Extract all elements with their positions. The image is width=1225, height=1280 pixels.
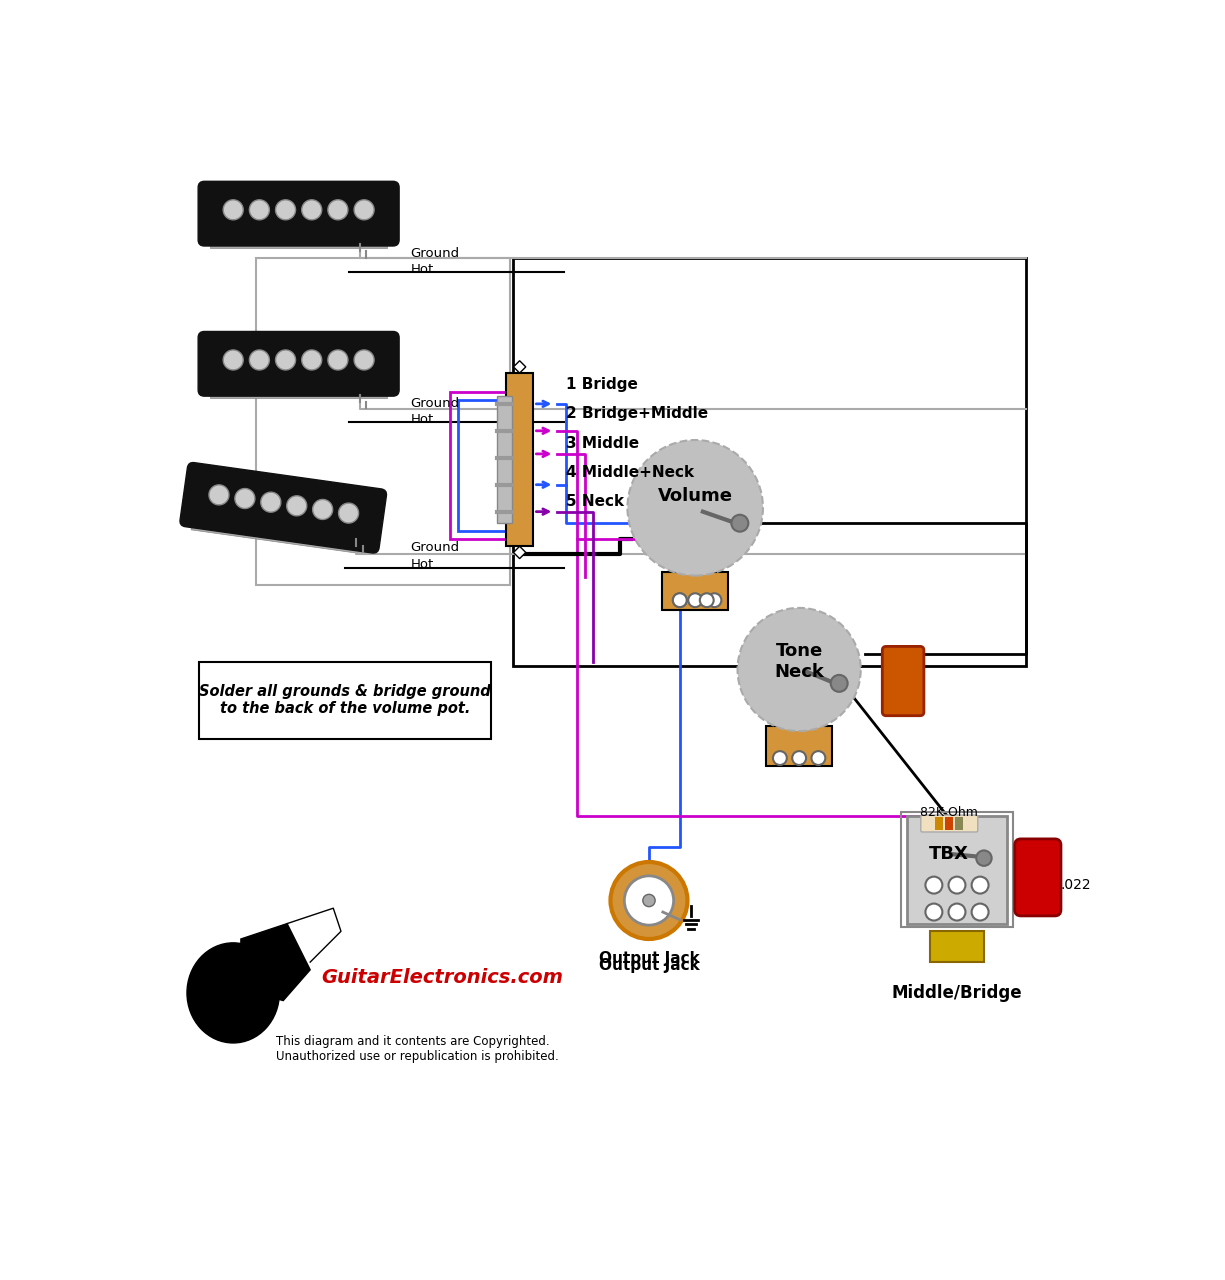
Text: Hot: Hot bbox=[410, 412, 434, 426]
Circle shape bbox=[276, 200, 295, 220]
Polygon shape bbox=[241, 924, 310, 1001]
Circle shape bbox=[301, 349, 322, 370]
Text: This diagram and it contents are Copyrighted.
Unauthorized use or republication : This diagram and it contents are Copyrig… bbox=[276, 1036, 559, 1064]
Circle shape bbox=[773, 751, 786, 765]
FancyBboxPatch shape bbox=[198, 662, 491, 739]
Circle shape bbox=[971, 904, 989, 920]
Circle shape bbox=[250, 200, 270, 220]
Circle shape bbox=[793, 751, 806, 765]
Text: Middle/Bridge: Middle/Bridge bbox=[892, 984, 1023, 1002]
Circle shape bbox=[688, 593, 702, 607]
Bar bbox=[496, 396, 512, 524]
Circle shape bbox=[673, 593, 687, 607]
Bar bbox=[766, 726, 832, 765]
Text: Ground: Ground bbox=[410, 247, 459, 260]
Bar bbox=[956, 817, 963, 831]
Circle shape bbox=[610, 861, 687, 940]
Circle shape bbox=[328, 200, 348, 220]
Text: Volume: Volume bbox=[658, 488, 733, 506]
Bar bbox=[906, 815, 1007, 924]
Circle shape bbox=[731, 515, 748, 531]
Circle shape bbox=[625, 876, 674, 925]
Bar bbox=[191, 518, 368, 554]
Circle shape bbox=[354, 349, 374, 370]
Text: .022: .022 bbox=[1061, 878, 1091, 892]
Circle shape bbox=[708, 593, 722, 607]
Circle shape bbox=[223, 349, 244, 370]
Circle shape bbox=[287, 495, 306, 516]
Circle shape bbox=[250, 349, 270, 370]
Bar bbox=[513, 259, 1027, 666]
Bar bbox=[211, 237, 387, 248]
Text: Output Jack: Output Jack bbox=[599, 959, 699, 973]
Bar bbox=[256, 259, 511, 585]
Circle shape bbox=[737, 608, 861, 731]
FancyBboxPatch shape bbox=[882, 646, 924, 716]
Circle shape bbox=[354, 200, 374, 220]
Circle shape bbox=[811, 751, 826, 765]
Text: 82K Ohm: 82K Ohm bbox=[920, 806, 979, 819]
Ellipse shape bbox=[187, 943, 279, 1043]
Polygon shape bbox=[513, 547, 526, 558]
Text: 5 Neck: 5 Neck bbox=[566, 494, 624, 509]
Circle shape bbox=[831, 675, 848, 691]
Text: Ground: Ground bbox=[410, 397, 459, 411]
Circle shape bbox=[223, 200, 244, 220]
Circle shape bbox=[643, 895, 655, 906]
Bar bbox=[458, 399, 527, 531]
Circle shape bbox=[276, 349, 295, 370]
Text: 1 Bridge: 1 Bridge bbox=[566, 378, 638, 392]
Circle shape bbox=[338, 503, 359, 524]
Bar bbox=[930, 932, 984, 963]
Bar bbox=[211, 387, 387, 398]
Circle shape bbox=[948, 877, 965, 893]
Circle shape bbox=[699, 593, 714, 607]
Bar bbox=[900, 812, 1013, 928]
FancyBboxPatch shape bbox=[1014, 838, 1061, 916]
Text: Hot: Hot bbox=[410, 262, 434, 275]
Circle shape bbox=[673, 593, 687, 607]
Bar bbox=[936, 817, 943, 831]
Circle shape bbox=[948, 904, 965, 920]
Text: Hot: Hot bbox=[410, 558, 434, 571]
Circle shape bbox=[261, 492, 281, 512]
Circle shape bbox=[976, 850, 992, 865]
Circle shape bbox=[971, 877, 989, 893]
Circle shape bbox=[301, 200, 322, 220]
Text: TBX: TBX bbox=[930, 845, 969, 863]
Text: GuitarElectronics.com: GuitarElectronics.com bbox=[322, 968, 564, 987]
Circle shape bbox=[235, 489, 255, 508]
Circle shape bbox=[328, 349, 348, 370]
Bar bbox=[662, 572, 729, 611]
Text: Ground: Ground bbox=[410, 541, 459, 554]
Circle shape bbox=[627, 440, 763, 576]
Text: 2 Bridge+Middle: 2 Bridge+Middle bbox=[566, 406, 708, 421]
Bar bbox=[506, 372, 534, 547]
Circle shape bbox=[925, 904, 942, 920]
Text: Solder all grounds & bridge ground
to the back of the volume pot.: Solder all grounds & bridge ground to th… bbox=[198, 684, 491, 717]
Text: 4 Middle+Neck: 4 Middle+Neck bbox=[566, 465, 693, 480]
FancyBboxPatch shape bbox=[921, 815, 978, 832]
Bar bbox=[451, 392, 527, 539]
Bar bbox=[946, 817, 953, 831]
FancyBboxPatch shape bbox=[198, 332, 399, 396]
Polygon shape bbox=[513, 361, 526, 372]
Circle shape bbox=[209, 485, 229, 504]
Circle shape bbox=[312, 499, 333, 520]
Circle shape bbox=[925, 877, 942, 893]
Text: 3 Middle: 3 Middle bbox=[566, 435, 639, 451]
Text: Tone
Neck: Tone Neck bbox=[774, 643, 824, 681]
Text: Output Jack: Output Jack bbox=[599, 951, 699, 965]
FancyBboxPatch shape bbox=[180, 462, 387, 553]
FancyBboxPatch shape bbox=[198, 182, 399, 246]
